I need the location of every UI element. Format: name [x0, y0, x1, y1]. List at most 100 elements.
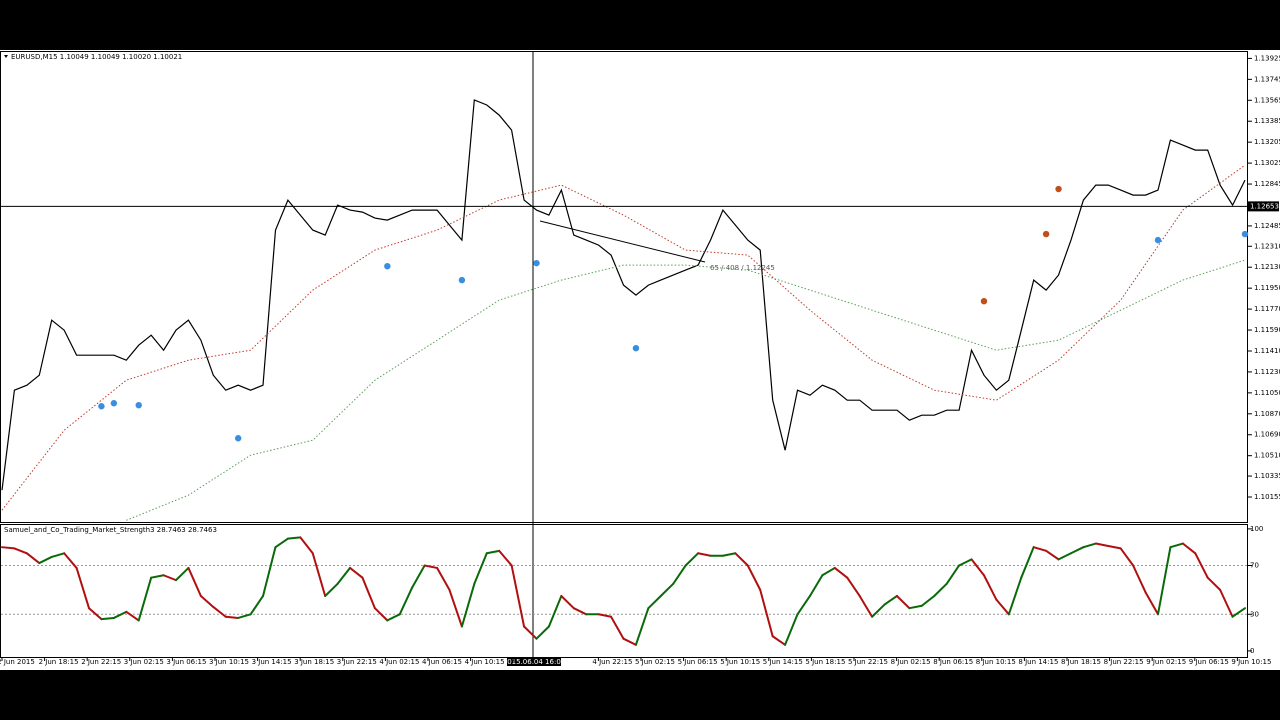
oscillator-segment	[1156, 546, 1172, 616]
oscillator-segment	[286, 536, 302, 540]
oscillator-segment	[970, 558, 985, 577]
y-tick-label: 1.13925	[1254, 54, 1280, 62]
oscillator-segment	[100, 616, 115, 621]
y-tick-label: 1.11950	[1254, 284, 1280, 292]
x-tick-label: 8 Jun 06:15	[933, 658, 973, 666]
y-tick-label: 1.11770	[1254, 305, 1280, 313]
price-line	[1, 164, 1246, 511]
oscillator-segment	[634, 607, 650, 646]
x-tick-label: 2 Jun 18:15	[39, 658, 79, 666]
oscillator-segment	[1144, 591, 1159, 616]
oscillator-segment	[523, 625, 538, 640]
oscillator-segment	[386, 613, 401, 622]
oscillator-segment	[212, 605, 227, 618]
oscillator-segment	[821, 566, 836, 577]
x-tick-label: 5 Jun 06:15	[678, 658, 718, 666]
y-tick-label: 70	[1250, 561, 1259, 569]
y-tick-label: 1.10155	[1254, 493, 1280, 501]
x-tick-label: 3 Jun 22:15	[337, 658, 377, 666]
oscillator-segment	[13, 547, 28, 555]
oscillator-segment	[460, 582, 476, 628]
x-tick-label: 9 Jun 10:15	[1231, 658, 1271, 666]
oscillator-segment	[697, 552, 712, 557]
x-tick-label: 4 Jun 02:15	[379, 658, 419, 666]
oscillator-segment	[299, 536, 314, 555]
signal-dot	[1042, 230, 1050, 238]
oscillator-segment	[945, 564, 961, 585]
oscillator-segment	[920, 594, 936, 607]
trendline-label: 65 / 408 / 1.12245	[710, 264, 775, 272]
oscillator-segment	[833, 566, 849, 579]
x-tick-label: 5 Jun 22:15	[848, 658, 888, 666]
oscillator-segment	[547, 594, 563, 628]
oscillator-segment	[746, 564, 762, 591]
y-tick-label: 1.11410	[1254, 347, 1280, 355]
oscillator-segment	[784, 613, 799, 646]
oscillator-segment	[933, 582, 948, 597]
oscillator-segment	[336, 566, 352, 585]
oscillator-segment	[622, 637, 637, 646]
oscillator-segment	[423, 564, 439, 569]
signal-dot	[98, 403, 105, 410]
oscillator-segment	[995, 598, 1010, 616]
oscillator-segment	[88, 607, 103, 621]
price-line	[1, 99, 1246, 491]
symbol-info: EURUSD,M15 1.10049 1.10049 1.10020 1.100…	[11, 53, 182, 61]
oscillator-segment	[883, 594, 898, 606]
oscillator-segment	[112, 610, 128, 619]
y-tick-label: 1.12310	[1254, 242, 1280, 250]
y-tick-label: 1.13205	[1254, 138, 1280, 146]
oscillator-segment	[895, 594, 911, 610]
x-tick-label: 3 Jun 02:15	[124, 658, 164, 666]
signal-dot	[384, 262, 391, 270]
oscillator-segment	[908, 604, 923, 610]
signal-dot	[135, 401, 142, 409]
signal-dot	[1055, 185, 1062, 193]
x-tick-label: 9 Jun 02:15	[1146, 658, 1186, 666]
oscillator-segment	[858, 594, 874, 618]
y-tick-label: 1.10510	[1254, 452, 1280, 460]
y-tick-label: 1.11230	[1254, 368, 1280, 376]
y-tick-label: 1.13565	[1254, 96, 1280, 104]
oscillator-segment	[448, 588, 463, 628]
oscillator-segment	[436, 566, 451, 591]
oscillator-segment	[659, 582, 675, 597]
oscillator-segment	[137, 576, 153, 622]
signal-dot	[1154, 236, 1162, 244]
oscillator-segment	[1219, 588, 1234, 618]
oscillator-segment	[721, 552, 737, 557]
oscillator-segment	[473, 552, 488, 585]
oscillator-segment	[1206, 576, 1222, 591]
indicator-title: Samuel_and_Co_Trading_Market_Strength3 2…	[4, 526, 217, 534]
signal-dot	[980, 297, 988, 305]
crosshair-time: 2015.06.04 16:00	[503, 658, 565, 666]
x-tick-label: 9 Jun 06:15	[1189, 658, 1229, 666]
x-tick-label: 5 Jun 02:15	[635, 658, 675, 666]
trendline[interactable]	[539, 220, 706, 263]
oscillator-segment	[349, 566, 364, 579]
oscillator-segment	[734, 552, 749, 567]
oscillator-segment	[1032, 546, 1048, 552]
x-tick-label: 4 Jun 22:15	[592, 658, 632, 666]
x-tick-label: 4 Jun 10:15	[465, 658, 505, 666]
x-tick-label: 5 Jun 14:15	[763, 658, 803, 666]
oscillator-segment	[535, 625, 550, 640]
oscillator-segment	[1094, 542, 1110, 547]
oscillator-segment	[808, 574, 824, 597]
x-tick-label: 3 Jun 14:15	[252, 658, 292, 666]
oscillator-segment	[175, 566, 190, 582]
menu-arrow[interactable]	[4, 55, 8, 58]
oscillator-segment	[224, 615, 240, 619]
y-tick-label: 1.11590	[1254, 326, 1280, 334]
crosshair-time-box	[507, 657, 561, 666]
x-tick-label: 8 Jun 22:15	[1104, 658, 1144, 666]
oscillator-segment	[373, 607, 389, 622]
y-tick-label: 100	[1250, 525, 1263, 533]
oscillator-segment	[846, 576, 861, 597]
y-tick-label: 30	[1250, 610, 1259, 618]
oscillator-segment	[187, 566, 202, 597]
oscillator-segment	[324, 582, 339, 597]
oscillator-segment	[958, 558, 973, 567]
x-tick-label: 5 Jun 18:15	[805, 658, 845, 666]
